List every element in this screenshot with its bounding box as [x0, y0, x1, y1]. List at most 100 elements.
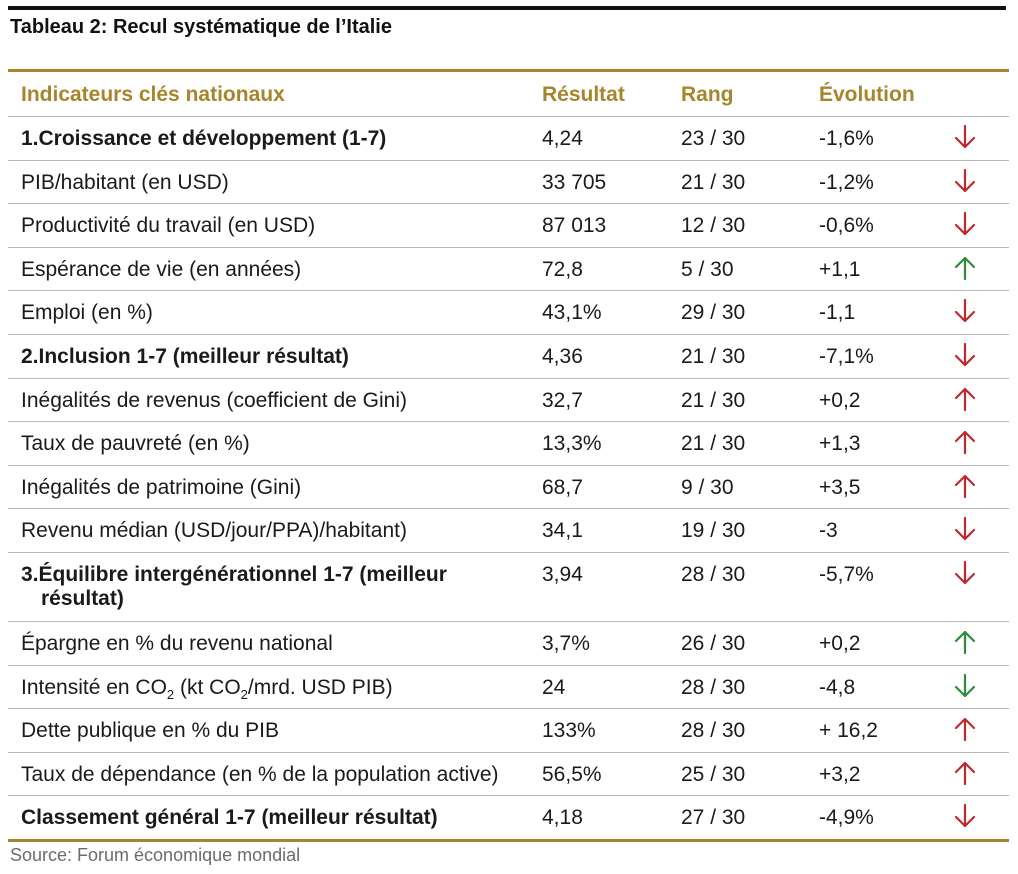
row-evolution: -4,9% — [819, 806, 874, 830]
arrow-down-red-icon — [954, 803, 976, 829]
row-evolution: -1,2% — [819, 170, 874, 194]
top-rule — [8, 6, 1006, 10]
row-label: PIB/habitant (en USD) — [21, 170, 229, 194]
row-label: 3.Équilibre intergénérationnel 1-7 (meil… — [21, 563, 521, 611]
table-header: Indicateurs clés nationaux Résultat Rang… — [8, 72, 1009, 117]
table-row: Inégalités de revenus (coefficient de Gi… — [8, 379, 1009, 423]
row-rank: 12 / 30 — [681, 214, 746, 238]
row-evolution: -5,7% — [819, 562, 874, 586]
table-row: Inégalités de patrimoine (Gini) 68,7 9 /… — [8, 466, 1009, 510]
arrow-down-red-icon — [954, 342, 976, 368]
row-label: 2.Inclusion 1-7 (meilleur résultat) — [21, 344, 349, 368]
row-result: 56,5% — [542, 762, 602, 786]
arrow-up-green-icon — [954, 629, 976, 655]
arrow-down-red-icon — [954, 516, 976, 542]
arrow-up-red-icon — [954, 716, 976, 742]
row-rank: 28 / 30 — [681, 675, 746, 699]
arrow-down-green-icon — [954, 673, 976, 699]
row-rank: 26 / 30 — [681, 631, 746, 655]
row-evolution: +0,2 — [819, 388, 861, 412]
row-evolution: +1,3 — [819, 432, 861, 456]
arrow-down-red-icon — [954, 211, 976, 237]
row-result: 3,94 — [542, 562, 583, 586]
row-rank: 21 / 30 — [681, 432, 746, 456]
row-rank: 21 / 30 — [681, 170, 746, 194]
row-rank: 28 / 30 — [681, 719, 746, 743]
row-evolution: -1,6% — [819, 127, 874, 150]
row-evolution: -3 — [819, 519, 838, 543]
row-result: 32,7 — [542, 388, 583, 412]
row-label: Inégalités de patrimoine (Gini) — [21, 475, 302, 499]
arrow-down-red-icon — [954, 560, 976, 586]
row-evolution: -7,1% — [819, 344, 874, 368]
row-rank: 21 / 30 — [681, 344, 746, 368]
table-row-inclusion: 2.Inclusion 1-7 (meilleur résultat) 4,36… — [8, 335, 1009, 379]
header-result: Résultat — [542, 83, 625, 106]
row-result: 4,36 — [542, 344, 583, 368]
table-row: Espérance de vie (en années) 72,8 5 / 30… — [8, 248, 1009, 292]
row-rank: 25 / 30 — [681, 762, 746, 786]
label-part: Intensité en CO — [21, 675, 167, 699]
row-label: Productivité du travail (en USD) — [21, 214, 316, 238]
row-result: 33 705 — [542, 170, 607, 194]
row-result: 133% — [542, 719, 596, 743]
row-label: Taux de dépendance (en % de la populatio… — [21, 762, 499, 786]
row-label: Espérance de vie (en années) — [21, 257, 302, 281]
row-rank: 9 / 30 — [681, 475, 734, 499]
indicators-table: Indicateurs clés nationaux Résultat Rang… — [8, 69, 1009, 842]
row-label: Inégalités de revenus (coefficient de Gi… — [21, 388, 407, 412]
row-rank: 23 / 30 — [681, 127, 746, 150]
arrow-up-red-icon — [954, 386, 976, 412]
row-rank: 28 / 30 — [681, 562, 746, 586]
row-rank: 27 / 30 — [681, 806, 746, 830]
row-label: Revenu médian (USD/jour/PPA)/habitant) — [21, 519, 407, 543]
table-row: Taux de pauvreté (en %) 13,3% 21 / 30 +1… — [8, 422, 1009, 466]
table-row: Emploi (en %) 43,1% 29 / 30 -1,1 — [8, 291, 1009, 335]
table-row: PIB/habitant (en USD) 33 705 21 / 30 -1,… — [8, 161, 1009, 205]
header-evolution: Évolution — [819, 83, 915, 106]
row-result: 43,1% — [542, 301, 602, 325]
table-row: Revenu médian (USD/jour/PPA)/habitant) 3… — [8, 509, 1009, 553]
row-rank: 21 / 30 — [681, 388, 746, 412]
row-result: 87 013 — [542, 214, 607, 238]
table-row-croissance: 1.Croissance et développement (1-7) 4,24… — [8, 117, 1009, 161]
arrow-up-red-icon — [954, 760, 976, 786]
row-label: Intensité en CO2 (kt CO2/mrd. USD PIB) — [21, 676, 393, 707]
arrow-down-red-icon — [954, 124, 976, 150]
row-label: 1.Croissance et développement (1-7) — [21, 127, 387, 150]
row-result: 72,8 — [542, 257, 583, 281]
source-note: Source: Forum économique mondial — [10, 845, 301, 865]
row-label: Dette publique en % du PIB — [21, 719, 280, 743]
row-rank: 5 / 30 — [681, 257, 734, 281]
row-result: 4,24 — [542, 127, 583, 150]
row-evolution: +3,2 — [819, 762, 861, 786]
label-part: /mrd. USD PIB) — [247, 675, 393, 699]
arrow-down-red-icon — [954, 168, 976, 194]
row-evolution: + 16,2 — [819, 719, 878, 743]
subscript: 2 — [240, 686, 248, 702]
row-label: Taux de pauvreté (en %) — [21, 432, 250, 456]
row-label-line1: 3.Équilibre intergénérationnel 1-7 (meil… — [21, 562, 447, 586]
row-result: 34,1 — [542, 519, 583, 543]
row-label: Épargne en % du revenu national — [21, 631, 333, 655]
row-label-line2: résultat) — [41, 586, 124, 610]
table-row-classement: Classement général 1-7 (meilleur résulta… — [8, 796, 1009, 839]
row-evolution: -4,8 — [819, 675, 856, 699]
row-label: Emploi (en %) — [21, 301, 153, 325]
arrow-down-red-icon — [954, 298, 976, 324]
row-rank: 19 / 30 — [681, 519, 746, 543]
row-evolution: +3,5 — [819, 475, 861, 499]
label-part: (kt CO — [174, 675, 241, 699]
row-result: 68,7 — [542, 475, 583, 499]
row-result: 13,3% — [542, 432, 602, 456]
table-row: Productivité du travail (en USD) 87 013 … — [8, 204, 1009, 248]
arrow-up-red-icon — [954, 473, 976, 499]
header-rank: Rang — [681, 83, 734, 106]
row-result: 4,18 — [542, 806, 583, 830]
row-evolution: +1,1 — [819, 257, 861, 281]
row-result: 3,7% — [542, 631, 590, 655]
arrow-up-green-icon — [954, 255, 976, 281]
row-result: 24 — [542, 675, 566, 699]
subscript: 2 — [166, 686, 175, 702]
table-row: Dette publique en % du PIB 133% 28 / 30 … — [8, 709, 1009, 753]
